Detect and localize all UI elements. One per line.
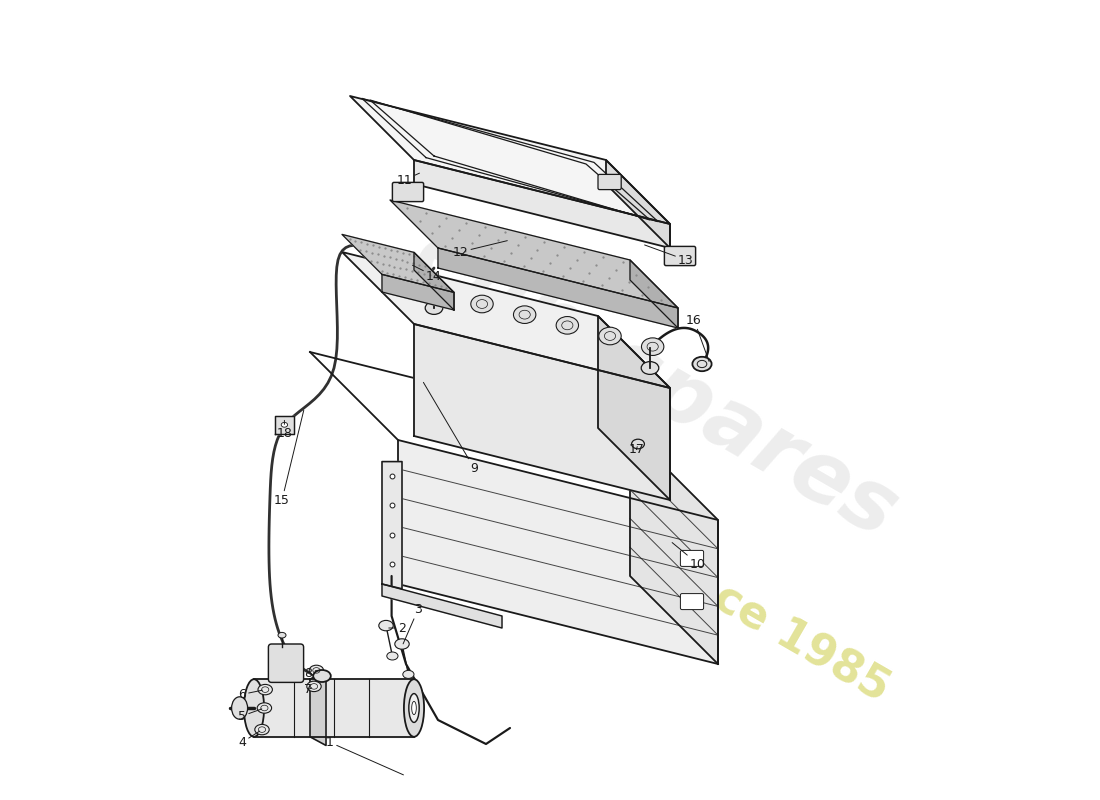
Ellipse shape [428,285,451,302]
Ellipse shape [278,632,286,638]
Ellipse shape [378,621,393,630]
Text: eurospares: eurospares [399,212,912,556]
Ellipse shape [255,725,270,734]
Text: 13: 13 [645,245,694,266]
FancyBboxPatch shape [681,550,704,566]
Text: 15: 15 [274,410,304,506]
Ellipse shape [309,666,323,675]
Ellipse shape [282,422,287,427]
Ellipse shape [514,306,536,323]
Text: 2: 2 [388,622,406,634]
Polygon shape [350,96,670,224]
FancyBboxPatch shape [393,182,424,202]
Polygon shape [382,584,502,628]
Ellipse shape [557,317,579,334]
Polygon shape [310,670,326,746]
Ellipse shape [395,638,409,650]
Text: since 1985: since 1985 [642,538,898,710]
Ellipse shape [403,670,414,678]
Text: 4: 4 [238,731,260,749]
Ellipse shape [307,682,321,691]
Text: 12: 12 [452,241,507,258]
Ellipse shape [387,652,398,660]
Text: 7: 7 [305,683,312,696]
Polygon shape [414,324,670,500]
FancyBboxPatch shape [268,644,304,682]
Ellipse shape [631,439,645,449]
Ellipse shape [692,357,712,371]
Polygon shape [630,260,678,328]
Polygon shape [414,253,454,310]
Text: 8: 8 [305,667,317,680]
Polygon shape [254,679,414,737]
Polygon shape [438,248,678,328]
Ellipse shape [244,679,264,737]
FancyBboxPatch shape [598,174,622,190]
Ellipse shape [426,302,443,314]
FancyBboxPatch shape [664,246,695,266]
FancyBboxPatch shape [681,594,704,610]
Ellipse shape [598,327,622,345]
Polygon shape [598,316,670,500]
Ellipse shape [411,702,416,714]
Ellipse shape [409,694,419,722]
Polygon shape [630,432,718,664]
Ellipse shape [404,679,425,737]
Polygon shape [342,234,454,292]
Ellipse shape [424,281,444,295]
Text: 16: 16 [686,314,710,362]
Text: a passion: a passion [549,510,692,610]
Text: 14: 14 [412,266,442,282]
Ellipse shape [641,362,659,374]
Polygon shape [382,274,454,310]
Polygon shape [606,160,670,248]
Text: 17: 17 [628,443,645,456]
Polygon shape [275,416,294,434]
Polygon shape [382,462,402,589]
Text: 10: 10 [672,542,706,570]
Polygon shape [398,440,718,664]
Text: 3: 3 [403,603,422,644]
Ellipse shape [641,338,664,355]
Polygon shape [390,200,678,308]
Ellipse shape [314,670,331,682]
Ellipse shape [471,295,493,313]
Polygon shape [342,252,670,388]
Text: 18: 18 [276,420,293,440]
Ellipse shape [232,697,248,719]
Text: 6: 6 [238,688,263,701]
Ellipse shape [258,684,273,694]
Text: 11: 11 [396,173,419,186]
Text: 1: 1 [326,736,404,775]
Text: 5: 5 [238,709,262,722]
Ellipse shape [257,702,272,714]
Polygon shape [414,160,670,248]
Text: 9: 9 [424,382,477,474]
